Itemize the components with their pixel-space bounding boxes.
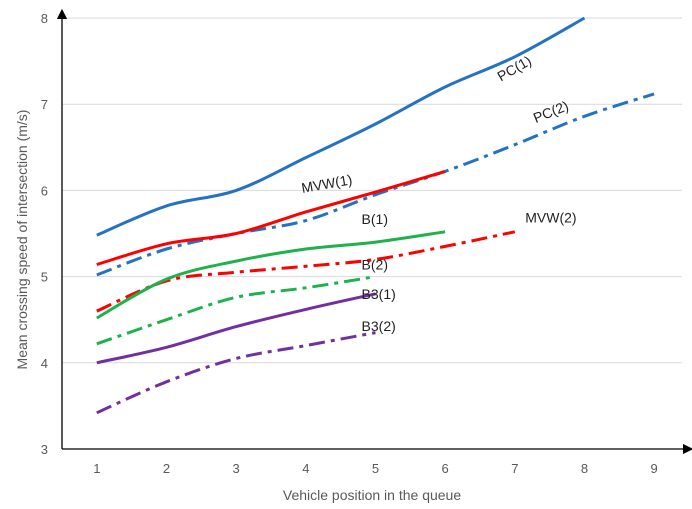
series-line (96, 169, 446, 266)
x-tick-label: 5 (372, 461, 379, 476)
series-line (96, 275, 376, 346)
x-tick-label: 3 (233, 461, 240, 476)
series-label: MVW(2) (525, 209, 576, 225)
x-tick-label: 9 (651, 461, 658, 476)
series-line (96, 92, 655, 277)
x-tick-label: 7 (511, 461, 518, 476)
x-axis-title: Vehicle position in the queue (283, 487, 461, 503)
series-line (96, 292, 376, 365)
y-axis-title: Mean crossing speed of intersection (m/s… (14, 110, 30, 370)
series-line (96, 230, 516, 313)
series-label: MVW(1) (300, 171, 353, 196)
series-label: B(2) (362, 257, 388, 273)
series-line (96, 331, 376, 415)
y-tick-label: 5 (41, 270, 48, 285)
series-lines (96, 16, 655, 415)
series-label: PC(2) (531, 97, 571, 126)
y-tick-label: 3 (41, 442, 48, 457)
series-label: B3(2) (362, 318, 396, 334)
y-tick-label: 8 (41, 11, 48, 26)
x-tick-label: 1 (93, 461, 100, 476)
y-tick-label: 4 (41, 356, 48, 371)
x-tick-label: 4 (302, 461, 309, 476)
tick-labels: 3 4 5 6 7 8 1 2 3 4 5 6 7 8 9 (41, 11, 658, 476)
series-label: B3(1) (362, 286, 396, 302)
grid-lines (62, 17, 682, 364)
x-tick-label: 8 (581, 461, 588, 476)
x-tick-label: 2 (163, 461, 170, 476)
x-tick-label: 6 (442, 461, 449, 476)
series-label: B(1) (362, 211, 388, 227)
y-tick-label: 7 (41, 97, 48, 112)
series-line (96, 230, 446, 320)
series-labels: PC(1)PC(2)MVW(1)MVW(2)B(1)B(2)B3(1)B3(2) (300, 52, 577, 334)
y-tick-label: 6 (41, 183, 48, 198)
series-line (96, 16, 586, 237)
